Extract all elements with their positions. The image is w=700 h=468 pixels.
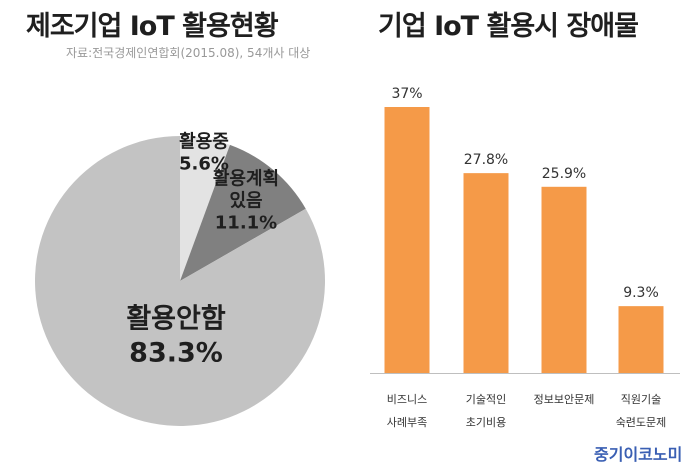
bar-value-label-2: 27.8% [464,152,508,168]
pie-chart: 활용중 5.6%활용계획 있음 11.1% 활용안함 83.3% [35,131,326,426]
pie-slice-label-2: 활용계획 있음 11.1% [213,168,279,233]
pie-slice-label-1: 활용중 5.6% [179,131,229,174]
bar-value-label-3: 25.9% [542,166,586,182]
bar-4 [618,306,664,373]
bar-value-label-1: 37% [391,86,422,102]
pie-slice-label-3: 활용안함 83.3% [126,303,226,368]
bar-3 [541,186,587,373]
source-note: 자료:전국경제인연합회(2015.08), 54개사 대상 [66,46,311,60]
category-label-2: 기술적인 초기비용 [466,393,506,429]
bar-value-label-4: 9.3% [623,285,659,301]
category-label-3: 정보보안문제 [534,393,595,406]
bar-chart: 37% 비즈니스 사례부족 27.8% 기술적인 초기비용 25.9% 정보보안문제 9.3% 직… [370,86,680,429]
bar-1 [384,107,430,373]
pie-slice-1 [180,136,230,281]
bar-2 [463,173,509,373]
category-label-4: 직원기술 숙련도문제 [616,393,667,429]
pie-chart-title: 제조기업 IoT 활용현황 [26,11,279,42]
pie-slice-3 [35,136,326,426]
brand-logo: 중기이코노미 [594,445,683,464]
category-label-1: 비즈니스 사례부족 [387,393,427,429]
pie-slice-2 [180,144,306,281]
bar-chart-title: 기업 IoT 활용시 장애물 [378,11,639,42]
